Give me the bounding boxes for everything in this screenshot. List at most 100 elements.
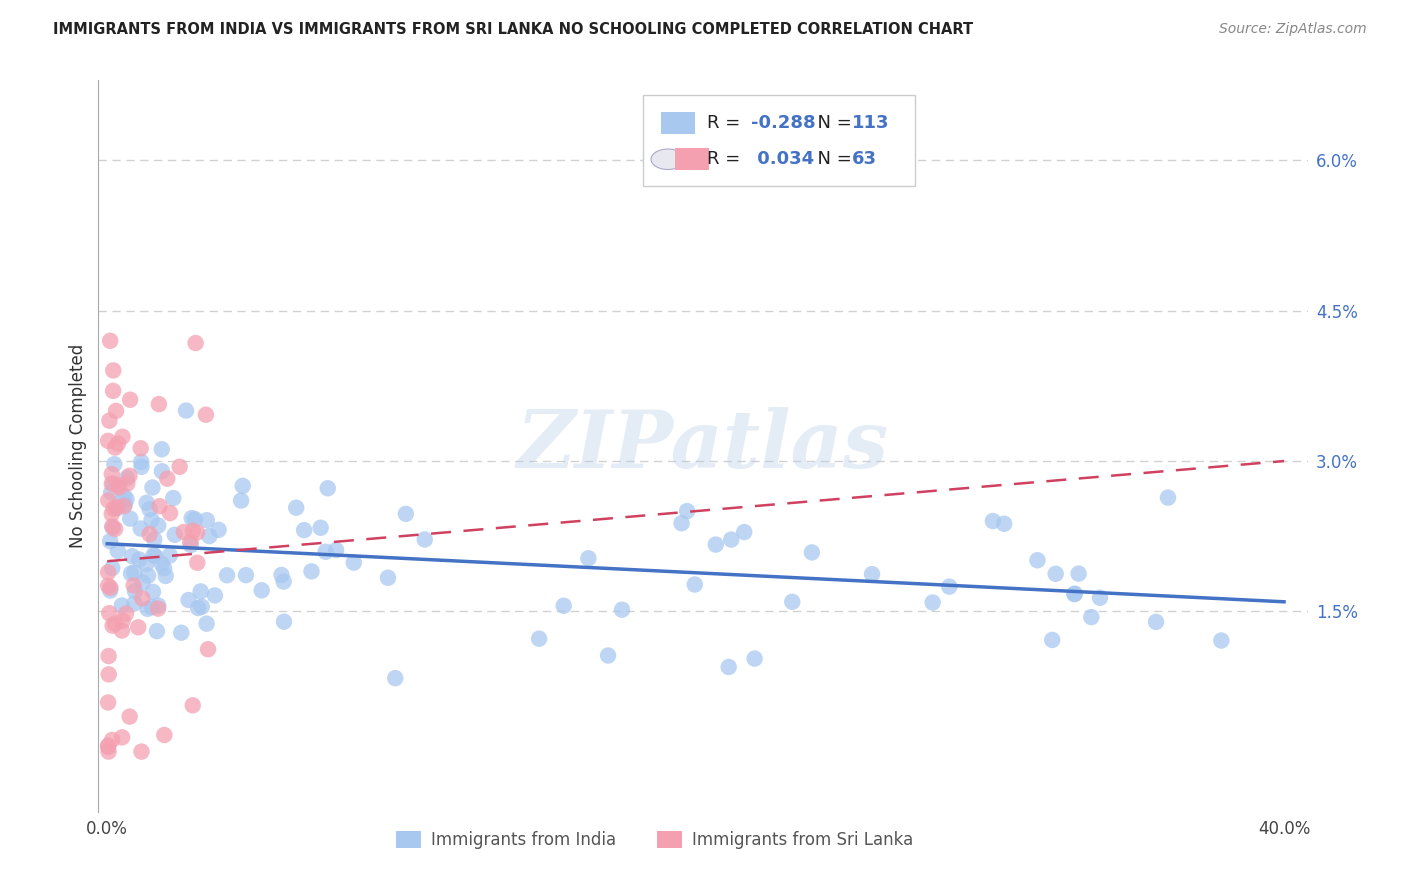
Point [576,551,599,566]
Point [676,504,699,518]
Point [170,625,193,640]
Point [105,500,128,514]
Point [273,615,295,629]
Point [800,545,823,559]
Point [155,569,177,583]
Point [97,434,120,448]
Text: 0.034: 0.034 [751,150,814,169]
Point [120,511,142,525]
Point [107,501,129,516]
Point [141,480,163,494]
Point [180,538,202,552]
Point [148,397,170,411]
Point [194,408,217,422]
Point [97,696,120,710]
Point [111,430,134,444]
Point [1026,553,1049,567]
Point [101,476,124,491]
Point [142,584,165,599]
Point [107,544,129,558]
Point [270,568,292,582]
Point [100,485,122,500]
Point [1157,491,1180,505]
Point [190,584,212,599]
Point [143,549,166,563]
Point [98,583,121,598]
Point [127,620,149,634]
Point [720,533,742,547]
Point [111,614,134,628]
Point [97,745,120,759]
Point [135,496,157,510]
Point [148,518,170,533]
Point [112,489,135,503]
Point [101,732,124,747]
Point [309,521,332,535]
Point [97,648,120,663]
Circle shape [651,149,685,169]
Point [153,561,176,575]
Point [733,524,755,539]
Point [207,523,229,537]
Point [187,601,209,615]
Text: Source: ZipAtlas.com: Source: ZipAtlas.com [1219,22,1367,37]
Point [97,493,120,508]
Point [101,521,124,535]
Point [105,404,128,418]
Point [148,599,170,613]
Point [197,642,219,657]
Point [108,480,131,494]
Point [315,545,337,559]
Point [301,565,323,579]
Point [150,442,173,457]
Point [704,538,727,552]
Point [120,566,142,581]
Point [377,571,399,585]
Point [198,529,221,543]
Point [146,601,169,615]
Point [124,597,146,611]
Point [186,525,208,540]
Point [143,533,166,547]
Text: N =: N = [806,150,858,169]
Point [114,498,136,512]
Point [232,479,254,493]
Point [285,500,308,515]
Legend: Immigrants from India, Immigrants from Sri Lanka: Immigrants from India, Immigrants from S… [389,824,921,856]
Point [100,507,122,521]
Point [115,607,138,621]
Text: R =: R = [707,150,745,169]
Point [128,552,150,566]
Point [141,599,163,614]
Text: ZIPatlas: ZIPatlas [517,408,889,484]
Point [1088,591,1111,605]
Point [174,403,197,417]
Point [97,739,120,753]
Point [527,632,550,646]
Point [215,568,238,582]
Point [100,476,122,491]
Point [1063,587,1085,601]
Point [229,493,252,508]
Point [129,442,152,456]
Point [780,595,803,609]
Point [111,624,134,638]
Point [395,507,418,521]
Point [177,593,200,607]
Point [553,599,575,613]
Point [181,698,204,713]
Point [195,616,218,631]
Text: 113: 113 [852,113,889,132]
Point [97,667,120,681]
Point [115,471,138,485]
Point [195,513,218,527]
Point [384,671,406,685]
Point [104,522,127,536]
Point [104,616,127,631]
Point [150,557,173,571]
Point [191,599,214,614]
Point [184,512,207,526]
Point [135,557,157,571]
Point [98,334,121,348]
Point [683,577,706,591]
